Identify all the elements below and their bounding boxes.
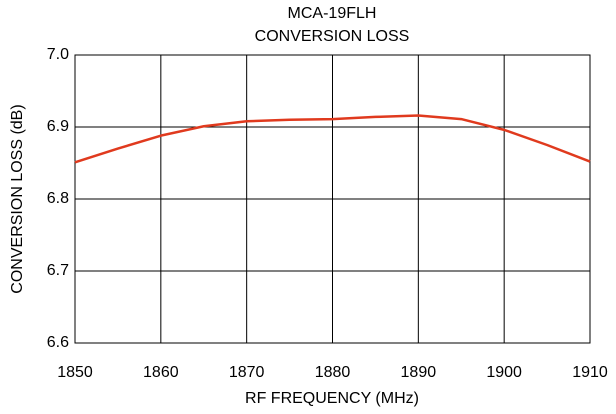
plot-frame xyxy=(74,54,591,344)
y-axis-label: CONVERSION LOSS (dB) xyxy=(9,104,26,293)
y-tick-label: 6.9 xyxy=(47,118,69,135)
x-axis-label: RF FREQUENCY (MHz) xyxy=(245,390,419,407)
data-line xyxy=(74,114,591,164)
x-tick-label: 1890 xyxy=(401,364,437,381)
x-tick-label: 1850 xyxy=(57,364,93,381)
x-tick-label: 1880 xyxy=(315,364,351,381)
chart-title: MCA-19FLH xyxy=(288,5,377,22)
y-tick-label: 7.0 xyxy=(47,46,69,63)
x-tick-label: 1870 xyxy=(229,364,265,381)
y-tick-label: 6.8 xyxy=(47,190,69,207)
chart-subtitle: CONVERSION LOSS xyxy=(255,28,410,45)
x-tick-label: 1910 xyxy=(572,364,608,381)
y-tick-label: 6.7 xyxy=(47,262,69,279)
x-tick-label: 1900 xyxy=(486,364,522,381)
y-tick-label: 6.6 xyxy=(47,334,69,351)
x-tick-label: 1860 xyxy=(143,364,179,381)
